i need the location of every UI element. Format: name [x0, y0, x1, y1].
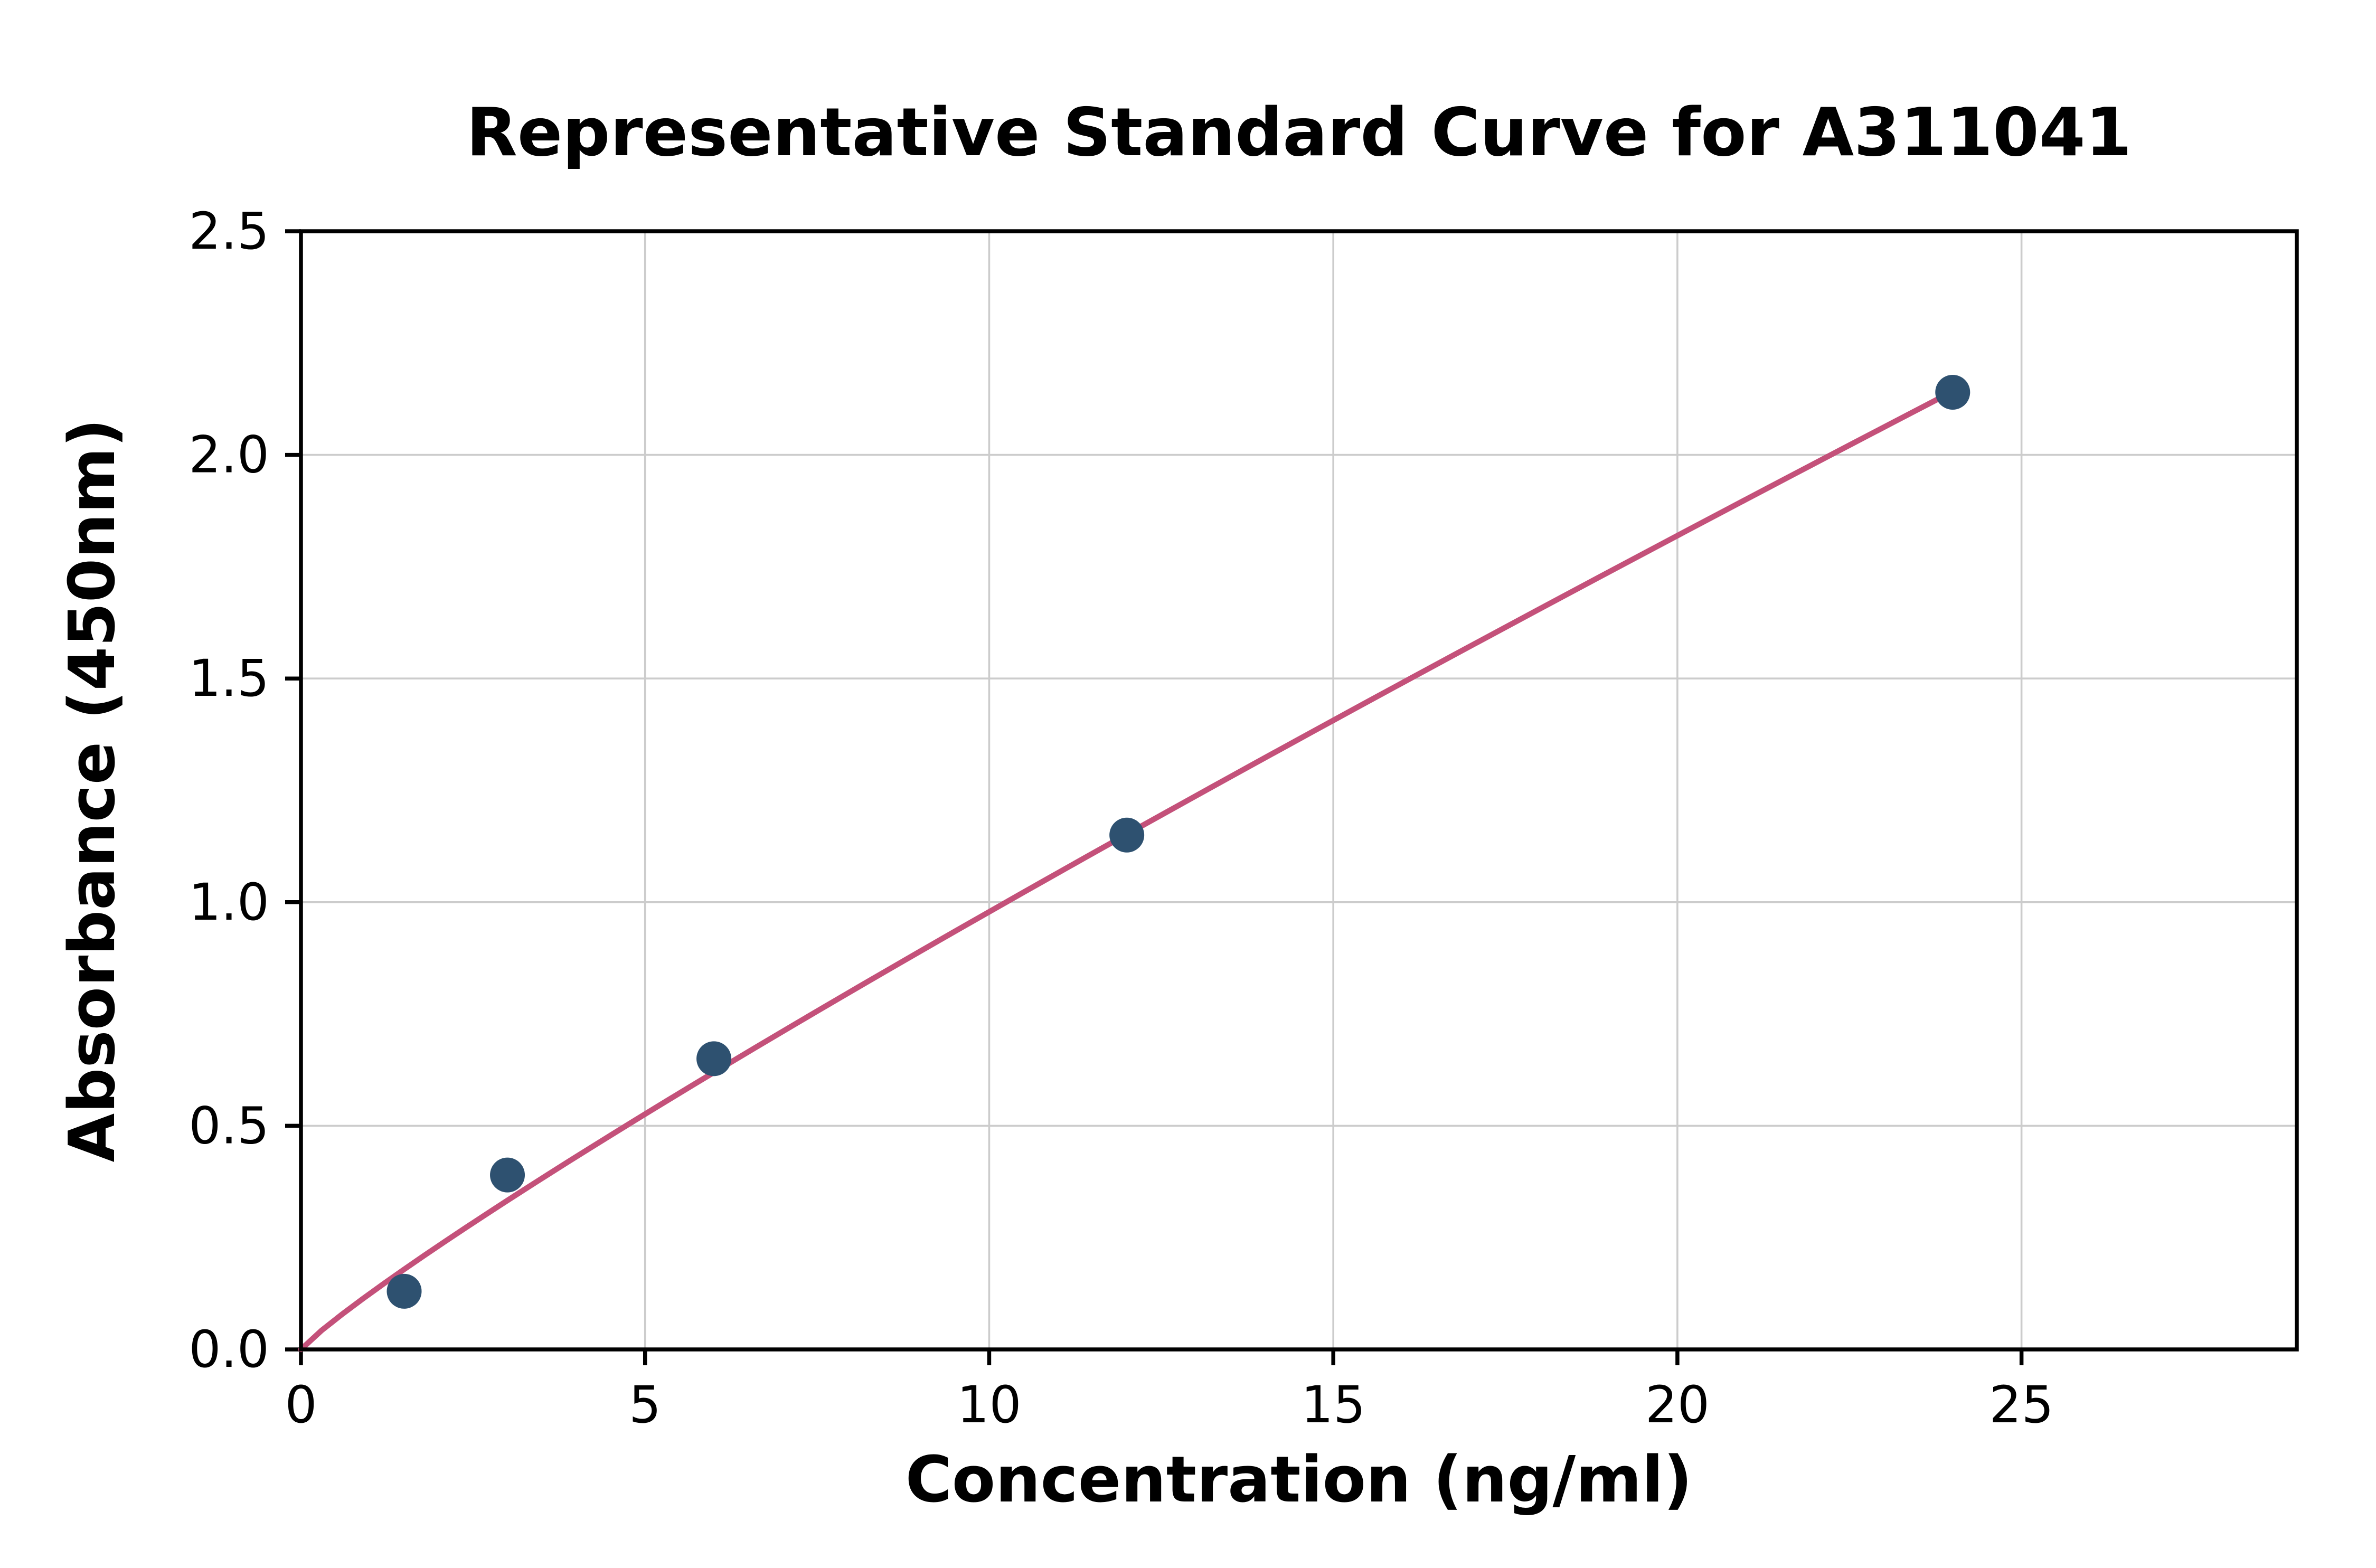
chart-title: Representative Standard Curve for A31104… [466, 93, 2132, 171]
plot-frame [299, 229, 2299, 1352]
y-tick-label: 1.5 [188, 649, 269, 708]
y-tick-label: 0.0 [188, 1320, 269, 1379]
x-tick-label: 0 [285, 1375, 317, 1434]
data-point [1935, 374, 1970, 410]
data-point [696, 1041, 732, 1076]
y-tick-label: 1.0 [188, 873, 269, 932]
x-tick-label: 15 [1301, 1375, 1365, 1434]
x-tick-label: 10 [957, 1375, 1021, 1434]
x-tick-label: 5 [629, 1375, 661, 1434]
y-axis-label: Absorbance (450nm) [56, 418, 129, 1162]
y-tick-label: 2.0 [188, 426, 269, 485]
data-point [386, 1273, 422, 1309]
x-tick-label: 20 [1645, 1375, 1710, 1434]
series-layer [298, 374, 1970, 1353]
x-tick-label: 25 [1990, 1375, 2054, 1434]
data-point [490, 1157, 525, 1193]
y-tick-label: 0.5 [188, 1096, 269, 1155]
fit-curve [298, 389, 1956, 1353]
data-point [1109, 817, 1145, 853]
x-axis-label: Concentration (ng/ml) [906, 1443, 1693, 1517]
tick-layer: 0 5 10 15 20 25 0.0 0.5 1.0 1.5 2.0 2.5 [188, 202, 2053, 1434]
y-tick-label: 2.5 [188, 202, 269, 261]
grid-layer [300, 230, 2297, 1350]
